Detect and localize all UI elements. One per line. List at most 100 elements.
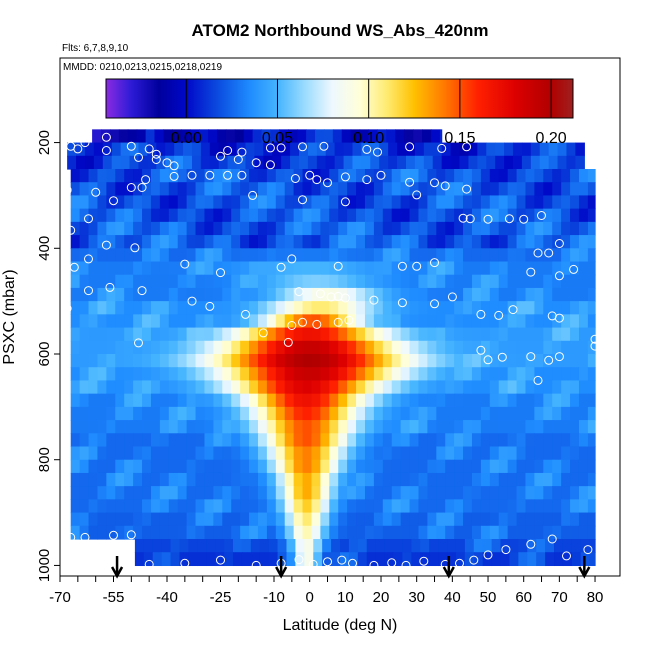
heatmap-cell [587, 367, 596, 382]
heatmap-cell [124, 380, 134, 395]
heatmap-cell [364, 221, 375, 236]
heatmap-cell [106, 420, 116, 434]
heatmap-cell [150, 393, 161, 408]
heatmap-cell [67, 155, 77, 170]
heatmap-cell [159, 433, 170, 448]
heatmap-cell [373, 169, 384, 183]
heatmap-cell [257, 182, 268, 197]
heatmap-cell [249, 274, 259, 289]
heatmap-cell [143, 552, 154, 567]
heatmap-cell [454, 195, 464, 210]
heatmap-cell [245, 155, 255, 170]
heatmap-cell [454, 420, 464, 434]
heatmap-cell [240, 525, 250, 540]
heatmap-cell [534, 235, 544, 249]
heatmap-cell [418, 221, 428, 236]
heatmap-cell [347, 274, 357, 289]
heatmap-cell [302, 486, 313, 500]
heatmap-cell [489, 301, 500, 315]
heatmap-cell [364, 314, 375, 329]
heatmap-cell [261, 129, 272, 144]
heatmap-cell [454, 459, 464, 474]
heatmap-cell [534, 420, 544, 434]
heatmap-cell [382, 274, 393, 289]
heatmap-cell [257, 169, 268, 183]
heatmap-cell [436, 380, 446, 395]
heatmap-cell [275, 433, 286, 448]
heatmap-cell [489, 354, 500, 368]
heatmap-cell [587, 420, 596, 434]
heatmap-cell [427, 182, 437, 197]
heatmap-cell [489, 525, 500, 540]
heatmap-cell [507, 221, 518, 236]
heatmap-cell [445, 235, 455, 249]
x-tick-label: -55 [103, 589, 125, 606]
heatmap-cell [311, 459, 321, 474]
heatmap-cell [361, 142, 371, 157]
heatmap-cell [512, 142, 523, 157]
heatmap-cell [534, 287, 544, 302]
heatmap-cell [578, 235, 589, 249]
track-point [312, 319, 322, 329]
heatmap-cell [106, 261, 116, 276]
heatmap-cell [498, 287, 509, 302]
heatmap-cell [320, 314, 330, 329]
heatmap-cell [133, 314, 143, 329]
heatmap-cell [507, 380, 518, 395]
heatmap-cell [124, 182, 134, 197]
heatmap-cell [471, 327, 482, 342]
heatmap-cell [347, 486, 357, 500]
heatmap-cell [195, 512, 206, 527]
heatmap-cell [159, 525, 170, 540]
track-point [326, 292, 336, 302]
heatmap-cell [445, 327, 455, 342]
heatmap-cell [213, 195, 223, 210]
heatmap-cell [249, 287, 259, 302]
heatmap-cell [266, 446, 277, 461]
heatmap-cell [159, 182, 170, 197]
heatmap-cell [209, 155, 220, 170]
track-point [401, 560, 411, 570]
heatmap-cell [379, 142, 389, 157]
heatmap-cell [463, 420, 473, 434]
heatmap-cell [329, 499, 339, 514]
heatmap-cell [186, 221, 197, 236]
heatmap-cell [445, 525, 455, 540]
heatmap-cell [204, 406, 214, 421]
heatmap-cell [222, 472, 232, 487]
heatmap-cell [445, 274, 455, 289]
heatmap-cell [150, 459, 161, 474]
heatmap-cell [552, 301, 562, 315]
heatmap-cell [231, 486, 241, 500]
heatmap-cell [578, 512, 589, 527]
heatmap-cell [507, 525, 518, 540]
heatmap-cell [97, 340, 107, 355]
heatmap-cell [320, 512, 330, 527]
heatmap-cell [186, 459, 197, 474]
heatmap-cell [79, 406, 90, 421]
heatmap-cell [587, 182, 596, 197]
heatmap-cell [347, 420, 357, 434]
heatmap-cell [290, 155, 300, 170]
heatmap-cell [427, 274, 437, 289]
heatmap-cell [249, 327, 259, 342]
heatmap-cell [320, 221, 330, 236]
heatmap-cell [561, 354, 571, 368]
track-point [476, 345, 486, 355]
heatmap-cell [373, 235, 384, 249]
heatmap-cell [266, 433, 277, 448]
heatmap-cell [106, 340, 116, 355]
heatmap-cell [115, 420, 125, 434]
heatmap-cell [88, 248, 99, 263]
heatmap-cell [364, 235, 375, 249]
heatmap-cell [463, 459, 473, 474]
heatmap-cell [250, 552, 261, 567]
heatmap-cell [350, 129, 361, 144]
heatmap-cell [471, 525, 482, 540]
heatmap-cell [302, 433, 313, 448]
heatmap-cell [200, 155, 211, 170]
heatmap-cell [436, 472, 446, 487]
heatmap-cell [88, 221, 99, 236]
heatmap-cell [304, 552, 314, 567]
heatmap-cell [266, 301, 277, 315]
